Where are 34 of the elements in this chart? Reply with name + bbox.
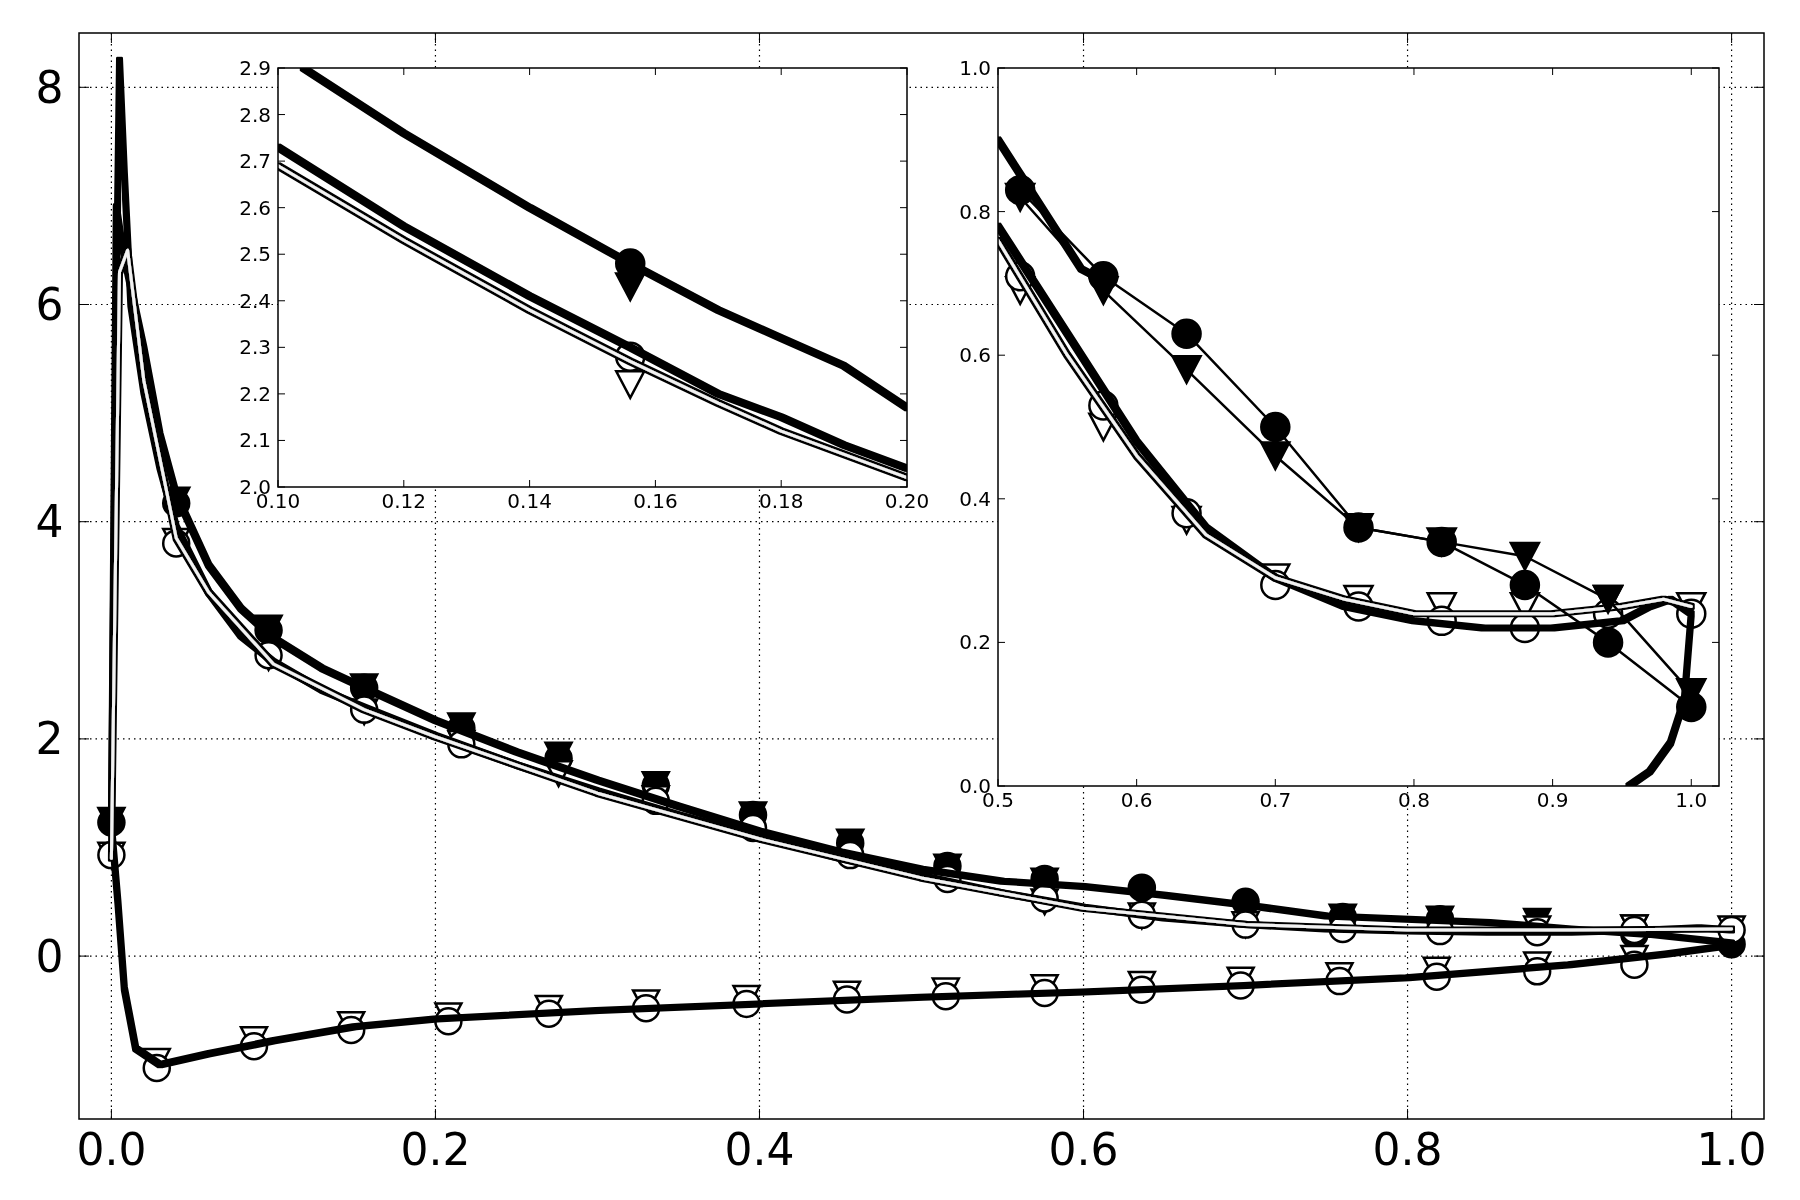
y-tick-label: 2.5 [239, 242, 271, 267]
x-tick-label: 1.0 [1675, 788, 1708, 812]
x-tick-label: 0.6 [1048, 1124, 1119, 1176]
y-tick-label: 4 [35, 496, 64, 548]
x-tick-label: 0.4 [724, 1124, 795, 1176]
y-tick-label: 2.1 [239, 428, 271, 453]
y-tick-label: 0.2 [959, 630, 991, 655]
y-tick-label: 2.4 [239, 288, 271, 313]
x-tick-label: 0.0 [76, 1124, 147, 1176]
y-tick-label: 2.3 [239, 335, 271, 360]
y-tick-label: 0 [35, 930, 64, 982]
y-tick-label: 6 [35, 278, 64, 330]
y-tick-label: 0.6 [959, 343, 991, 368]
y-tick-label: 2 [35, 713, 64, 765]
x-tick-label: 0.2 [400, 1124, 471, 1176]
x-tick-label: 0.14 [507, 489, 552, 513]
y-tick-label: 2.8 [239, 102, 271, 127]
x-tick-label: 0.9 [1536, 788, 1569, 812]
x-tick-label: 0.20 [884, 489, 930, 513]
x-tick-label: 0.12 [381, 489, 427, 513]
x-tick-label: 0.7 [1259, 788, 1292, 812]
y-tick-label: 1.0 [959, 56, 991, 80]
y-tick-label: 2.9 [239, 56, 271, 80]
y-tick-label: 2.6 [239, 195, 271, 220]
x-tick-label: 0.6 [1120, 788, 1153, 812]
y-tick-label: 8 [35, 61, 64, 113]
y-tick-label: 2.7 [239, 149, 271, 174]
y-tick-label: 2.2 [239, 381, 271, 406]
x-tick-label: 0.8 [1398, 788, 1430, 812]
x-tick-label: 0.8 [1372, 1124, 1443, 1176]
x-tick-label: 0.18 [758, 489, 804, 513]
y-tick-label: 0.8 [959, 199, 991, 224]
x-tick-label: 1.0 [1696, 1124, 1767, 1176]
x-tick-label: 0.16 [633, 489, 678, 513]
